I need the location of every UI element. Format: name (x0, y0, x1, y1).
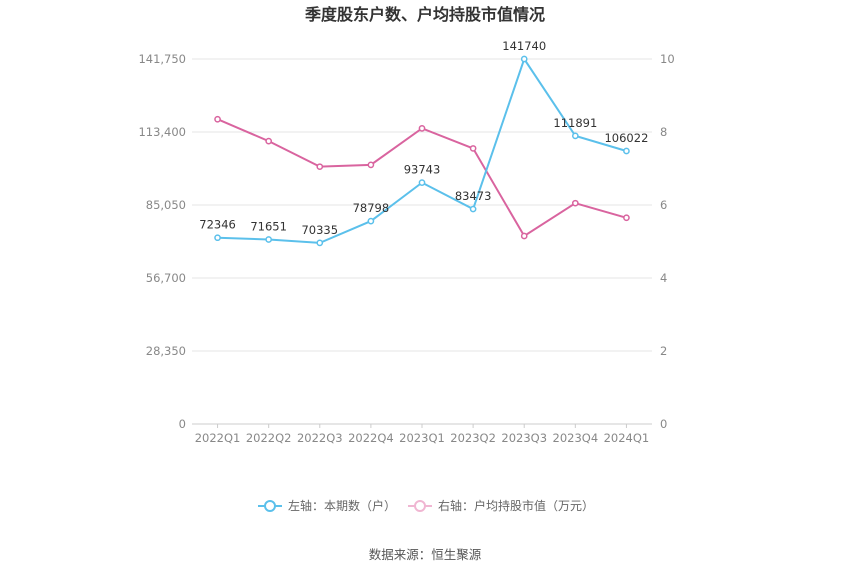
series-point-right (265, 137, 273, 145)
data-source: 数据来源：恒生聚源 (369, 547, 482, 562)
data-label: 93743 (404, 163, 441, 177)
data-label: 111891 (553, 116, 597, 130)
series-point-right (571, 199, 579, 207)
series-point-right (214, 115, 221, 123)
left-tick-label: 113,400 (138, 125, 186, 139)
series-point-right (623, 214, 630, 222)
legend-label-right: 右轴：户均持股市值（万元） (438, 498, 594, 513)
series-point-left (520, 55, 528, 63)
x-tick-label: 2023Q3 (501, 431, 547, 445)
series-point-right (418, 125, 426, 132)
x-tick-label: 2024Q1 (604, 431, 650, 445)
series-point-left (418, 179, 426, 186)
legend-swatch-right-marker (414, 500, 426, 512)
right-tick-label: 8 (660, 125, 667, 139)
x-tick-label: 2023Q2 (450, 431, 496, 445)
left-tick-label: 141,750 (138, 52, 186, 66)
right-tick-label: 6 (660, 198, 667, 212)
data-label: 106022 (604, 131, 648, 145)
x-tick-label: 2022Q2 (246, 431, 292, 445)
series-point-right (367, 161, 375, 169)
series-point-left (316, 239, 324, 247)
data-label: 78798 (353, 201, 390, 215)
x-axis: 2022Q1 2022Q2 2022Q3 2022Q4 2023Q1 2023Q2 2023… (195, 424, 650, 445)
right-tick-label: 2 (660, 344, 667, 358)
series-point-left (623, 147, 630, 155)
x-tick-label: 2022Q4 (348, 431, 394, 445)
right-tick-label: 0 (660, 417, 667, 431)
legend-item-left-series[interactable]: 左轴：本期数（户） (258, 498, 396, 513)
series-point-right (520, 232, 528, 240)
data-labels: 72346 71651 70335 78798 93743 83473 141740 1118… (199, 39, 648, 237)
x-tick-label: 2023Q1 (399, 431, 445, 445)
right-tick-label: 10 (660, 52, 675, 66)
data-label: 72346 (199, 218, 236, 232)
series-line-left (217, 56, 627, 244)
data-label: 70335 (301, 223, 338, 237)
legend-label-left: 左轴：本期数（户） (288, 498, 396, 513)
series-point-left (214, 234, 221, 242)
data-label: 83473 (455, 189, 492, 203)
left-tick-label: 56,700 (146, 271, 186, 285)
grid-lines (192, 58, 652, 425)
legend-item-right-series[interactable]: 右轴：户均持股市值（万元） (408, 498, 594, 513)
chart-title: 季度股东户数、户均持股市值情况 (304, 5, 545, 24)
x-tick-label: 2022Q1 (195, 431, 241, 445)
series-group (214, 55, 630, 247)
x-tick-label: 2022Q3 (297, 431, 343, 445)
series-point-right (469, 145, 477, 152)
legend-swatch-left-marker (264, 500, 276, 512)
right-axis: 0 2 4 6 8 10 (660, 52, 675, 431)
data-label: 141740 (502, 39, 546, 53)
left-tick-label: 85,050 (146, 198, 186, 212)
series-point-left (265, 236, 273, 243)
series-point-left (571, 132, 579, 140)
left-tick-label: 0 (179, 417, 186, 431)
data-label: 71651 (250, 220, 287, 234)
series-line-right (217, 118, 627, 238)
legend[interactable]: 左轴：本期数（户） 右轴：户均持股市值（万元） (258, 498, 594, 513)
left-axis: 0 28,350 56,700 85,050 113,400 141,750 (138, 52, 186, 431)
left-tick-label: 28,350 (146, 344, 186, 358)
x-tick-label: 2023Q4 (553, 431, 599, 445)
series-point-left (367, 217, 375, 225)
series-point-right (316, 163, 324, 171)
right-tick-label: 4 (660, 271, 667, 285)
series-point-left (469, 205, 477, 213)
